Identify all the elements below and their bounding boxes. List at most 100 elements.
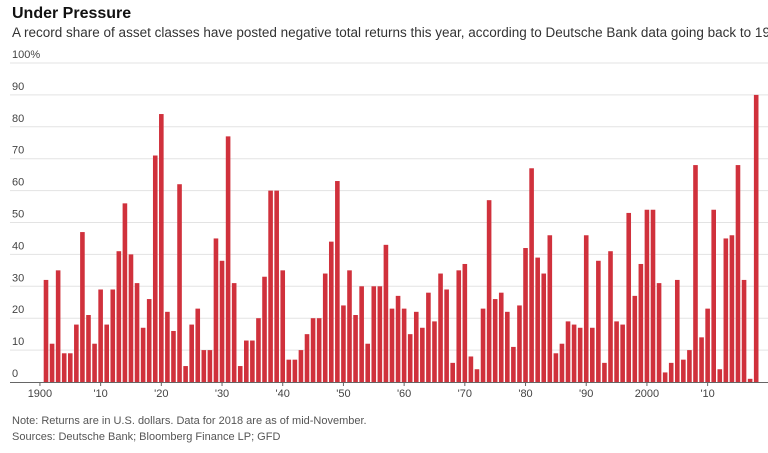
bar-1936	[256, 318, 261, 382]
bar-1934	[244, 340, 249, 382]
bar-2013	[723, 238, 729, 382]
x-tick-label: '40	[276, 388, 290, 400]
bar-1961	[407, 334, 413, 382]
bar-1944	[304, 334, 310, 382]
x-tick-label: '10	[93, 388, 107, 400]
bar-1921	[165, 311, 170, 382]
bar-1913	[116, 251, 122, 382]
bar-1989	[577, 327, 583, 382]
bar-1915	[128, 254, 134, 382]
bar-1960	[401, 308, 407, 382]
x-tick-label: '20	[154, 388, 168, 400]
bar-1907	[80, 232, 85, 382]
bar-1971	[468, 356, 474, 382]
chart-title: Under Pressure	[12, 5, 132, 22]
bar-1939	[274, 190, 279, 382]
bar-1992	[596, 260, 601, 382]
bar-2001	[650, 209, 656, 382]
bar-1930	[219, 260, 225, 382]
bar-1981	[529, 168, 534, 382]
bar-1986	[559, 343, 565, 382]
x-tick-label: '70	[458, 388, 472, 400]
bar-1982	[535, 257, 540, 382]
bar-1985	[553, 353, 559, 382]
bar-1904	[61, 353, 67, 382]
bar-1991	[590, 327, 595, 382]
bar-1909	[92, 343, 97, 382]
bar-1945	[310, 318, 316, 382]
chart-note: Note: Returns are in U.S. dollars. Data …	[12, 415, 367, 427]
bar-1937	[262, 276, 267, 382]
bar-1908	[86, 315, 91, 382]
bar-1947	[322, 273, 328, 382]
bar-1977	[505, 311, 510, 382]
bar-1920	[159, 114, 164, 382]
bar-1902	[49, 343, 55, 382]
bar-1923	[177, 184, 182, 382]
bar-1976	[498, 292, 504, 382]
bar-2009	[699, 337, 704, 382]
bar-1952	[353, 315, 358, 382]
bar-1962	[413, 311, 419, 382]
bar-1910	[98, 289, 103, 382]
bar-1912	[110, 289, 116, 382]
bar-1919	[152, 155, 158, 382]
bar-1984	[547, 235, 553, 382]
bar-1935	[250, 340, 255, 382]
bar-1969	[456, 270, 462, 382]
bar-1942	[292, 359, 298, 382]
bar-1963	[420, 327, 425, 382]
bar-1916	[134, 283, 140, 382]
x-tick-label: '50	[336, 388, 350, 400]
bar-2010	[705, 308, 710, 382]
bar-1924	[183, 366, 188, 382]
y-tick-label: 0	[12, 368, 18, 380]
bar-1974	[486, 200, 492, 382]
chart-sources: Sources: Deutsche Bank; Bloomberg Financ…	[12, 431, 281, 443]
bar-2018	[753, 94, 759, 383]
x-tick-label: 1900	[28, 388, 52, 400]
y-tick-label: 70	[12, 145, 24, 157]
bar-1996	[620, 324, 625, 382]
bar-1978	[511, 346, 516, 382]
bar-1953	[359, 286, 364, 382]
y-tick-label: 30	[12, 272, 24, 284]
bar-1972	[474, 369, 480, 382]
x-tick-label: '90	[579, 388, 593, 400]
y-tick-label: 80	[12, 113, 24, 125]
y-tick-label: 50	[12, 209, 24, 221]
bar-1997	[626, 212, 632, 382]
bar-1955	[371, 286, 377, 382]
bar-2014	[729, 235, 735, 382]
bar-1929	[213, 238, 219, 382]
bar-1917	[140, 327, 146, 382]
y-tick-label: 100%	[12, 49, 40, 61]
bar-1901	[43, 279, 49, 382]
bar-1973	[480, 308, 486, 382]
y-tick-label: 20	[12, 304, 24, 316]
bar-1922	[171, 330, 176, 382]
bar-2007	[687, 350, 692, 382]
bar-1943	[298, 350, 304, 382]
bar-1993	[602, 362, 607, 382]
x-tick-label: '10	[700, 388, 714, 400]
bar-2012	[717, 369, 723, 382]
y-tick-label: 60	[12, 177, 24, 189]
bar-1959	[395, 295, 401, 382]
bar-1911	[104, 324, 109, 382]
bar-1926	[195, 308, 201, 382]
bar-1931	[225, 136, 231, 382]
bar-1946	[316, 318, 322, 382]
y-tick-label: 90	[12, 81, 24, 93]
bar-1948	[328, 241, 334, 382]
bar-1914	[122, 203, 128, 382]
bar-1988	[571, 324, 577, 382]
bar-2002	[656, 283, 662, 382]
x-tick-label: 2000	[635, 388, 659, 400]
bar-1966	[438, 273, 443, 382]
bar-1906	[74, 324, 79, 382]
bar-2004	[668, 362, 674, 382]
bar-1967	[444, 289, 449, 382]
bar-1968	[450, 362, 455, 382]
